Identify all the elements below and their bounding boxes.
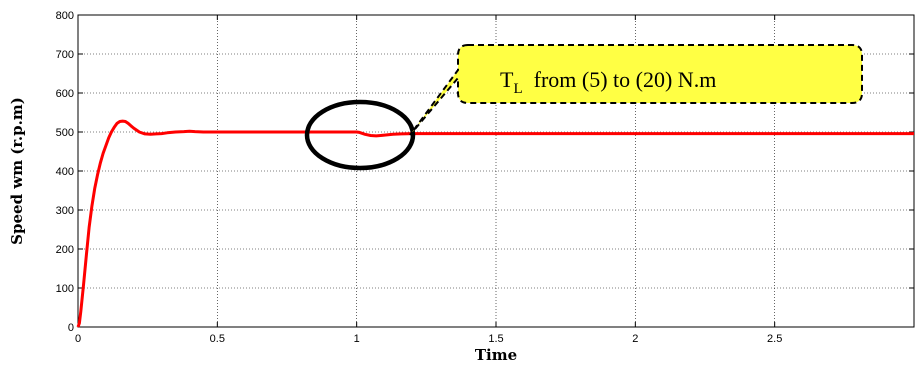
tick-marks (77, 14, 914, 328)
series-group (76, 119, 914, 328)
x-tick-labels: 0 0.5 1 1.5 2 2.5 (75, 333, 782, 345)
y-tick-label: 0 (68, 322, 74, 334)
y-tick-label: 700 (56, 49, 74, 61)
y-tick-label: 400 (56, 166, 74, 178)
callout-text-sub: L (513, 81, 522, 97)
y-tick-labels: 0 100 200 300 400 500 600 700 800 (56, 10, 74, 334)
speed-series-line (76, 119, 914, 328)
y-tick-label: 500 (56, 127, 74, 139)
callout-box (409, 44, 863, 136)
y-tick-label: 800 (56, 10, 74, 22)
x-axis-label: Time (475, 346, 517, 364)
x-tick-label: 0.5 (210, 333, 225, 345)
y-axis-label: Speed wm (r.p.m) (8, 97, 26, 245)
x-tick-label: 1.5 (488, 333, 503, 345)
x-tick-label: 2.5 (767, 333, 782, 345)
callout-text-rest: from (5) to (20) N.m (523, 67, 717, 92)
callout-text: TL from (5) to (20) N.m (500, 67, 716, 97)
y-tick-label: 600 (56, 88, 74, 100)
callout-text-main: T (500, 67, 514, 92)
x-tick-label: 1 (354, 333, 360, 345)
x-tick-label: 0 (75, 333, 81, 345)
y-tick-label: 200 (56, 244, 74, 256)
disturbance-marker-ellipse (304, 99, 416, 171)
y-tick-label: 100 (56, 283, 74, 295)
x-tick-label: 2 (632, 333, 638, 345)
callout: TL from (5) to (20) N.m (409, 44, 863, 136)
y-tick-label: 300 (56, 205, 74, 217)
